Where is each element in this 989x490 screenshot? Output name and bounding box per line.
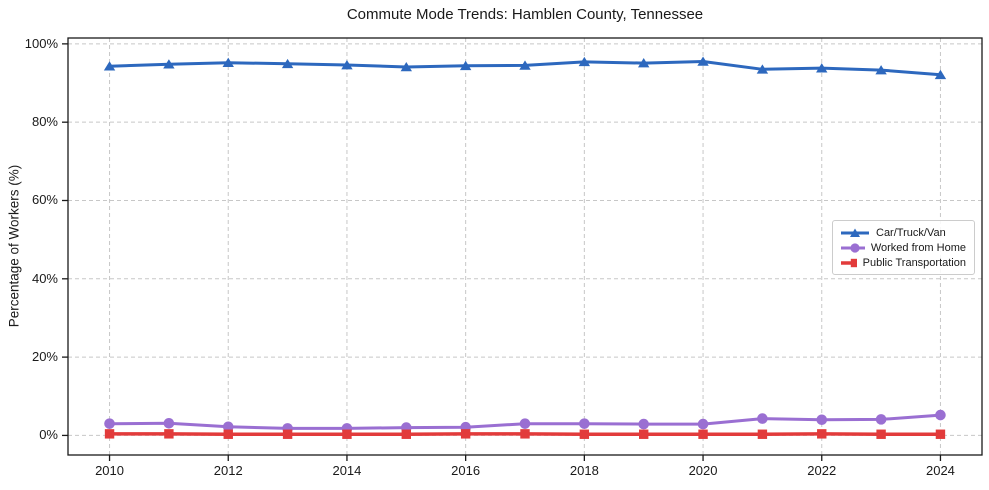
legend-label: Car/Truck/Van: [876, 226, 946, 239]
y-tick-label: 40%: [31, 270, 58, 286]
marker-circle: [757, 413, 768, 424]
marker-triangle: [103, 61, 116, 71]
marker-circle: [638, 418, 650, 430]
legend-triangle-swatch: [841, 228, 869, 237]
series-public-transportation: [104, 429, 946, 439]
marker-circle: [163, 417, 175, 429]
marker-square: [757, 429, 768, 439]
legend-label: Public Transportation: [862, 256, 966, 269]
marker-triangle: [697, 56, 709, 66]
marker-square: [164, 429, 174, 439]
legend-item-car-truck-van: Car/Truck/Van: [840, 225, 966, 240]
x-tick-label: 2018: [569, 463, 599, 478]
x-tick-label: 2024: [925, 463, 955, 478]
marker-triangle: [816, 63, 828, 73]
marker-square: [639, 429, 649, 439]
marker-triangle: [341, 60, 353, 70]
marker-circle: [104, 418, 115, 429]
marker-square: [460, 429, 471, 439]
chart-title: Commute Mode Trends: Hamblen County, Ten…: [346, 6, 704, 23]
marker-square: [401, 429, 411, 439]
marker-circle: [519, 418, 531, 429]
marker-triangle: [281, 58, 294, 69]
legend: Car/Truck/Van Worked from Home Public Tran…: [832, 220, 975, 275]
marker-triangle: [638, 58, 650, 68]
marker-square: [579, 429, 590, 439]
legend-square-swatch: [841, 258, 857, 267]
x-tick-label: 2020: [688, 463, 718, 478]
legend-label: Worked from Home: [870, 241, 966, 254]
marker-square: [817, 429, 827, 439]
marker-square: [223, 429, 233, 439]
y-tick-label: 0%: [39, 427, 58, 443]
x-tick-label: 2022: [807, 463, 837, 478]
marker-square: [935, 429, 946, 439]
y-tick-label: 80%: [31, 114, 58, 130]
series-car-truck-van: [103, 56, 947, 80]
marker-circle: [697, 418, 709, 430]
marker-circle: [222, 421, 234, 433]
marker-square: [342, 429, 352, 439]
marker-triangle: [756, 64, 769, 74]
marker-triangle: [222, 57, 234, 67]
marker-triangle: [875, 65, 887, 75]
axes-spines: [62, 37, 983, 461]
marker-triangle: [519, 60, 531, 70]
marker-triangle: [578, 56, 591, 67]
marker-circle: [816, 414, 828, 426]
x-tick-label: 2012: [213, 463, 243, 478]
x-tick-label: 2010: [95, 463, 124, 478]
y-tick-label: 20%: [31, 349, 58, 365]
marker-circle: [579, 418, 590, 429]
y-tick-label: 60%: [31, 192, 58, 208]
marker-square: [520, 429, 530, 439]
legend-item-public-transportation: Public Transportation: [840, 255, 966, 270]
x-tick-label: 2014: [332, 463, 362, 478]
marker-square: [104, 429, 115, 439]
marker-square: [698, 429, 708, 439]
marker-square: [876, 429, 886, 439]
legend-circle-swatch: [841, 242, 865, 253]
marker-circle: [875, 414, 887, 425]
marker-circle: [935, 409, 946, 421]
marker-triangle: [459, 60, 472, 71]
marker-square: [282, 429, 293, 439]
marker-triangle: [163, 59, 175, 69]
y-tick-label: 100%: [24, 35, 58, 51]
legend-item-worked-from-home: Worked from Home: [840, 240, 966, 255]
x-tick-label: 2016: [451, 463, 481, 478]
marker-triangle: [400, 61, 412, 72]
marker-triangle: [934, 69, 947, 80]
